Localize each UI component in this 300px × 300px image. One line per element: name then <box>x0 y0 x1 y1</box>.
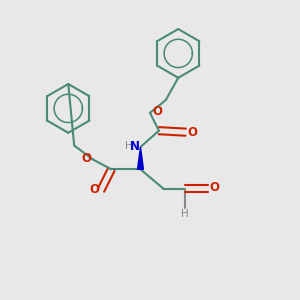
Polygon shape <box>137 147 143 169</box>
Text: O: O <box>187 126 197 139</box>
Text: O: O <box>89 183 99 196</box>
Text: O: O <box>152 106 162 118</box>
Text: O: O <box>81 152 92 165</box>
Text: H: H <box>181 209 188 219</box>
Text: O: O <box>209 181 220 194</box>
Text: H: H <box>125 141 133 151</box>
Text: N: N <box>130 140 140 153</box>
